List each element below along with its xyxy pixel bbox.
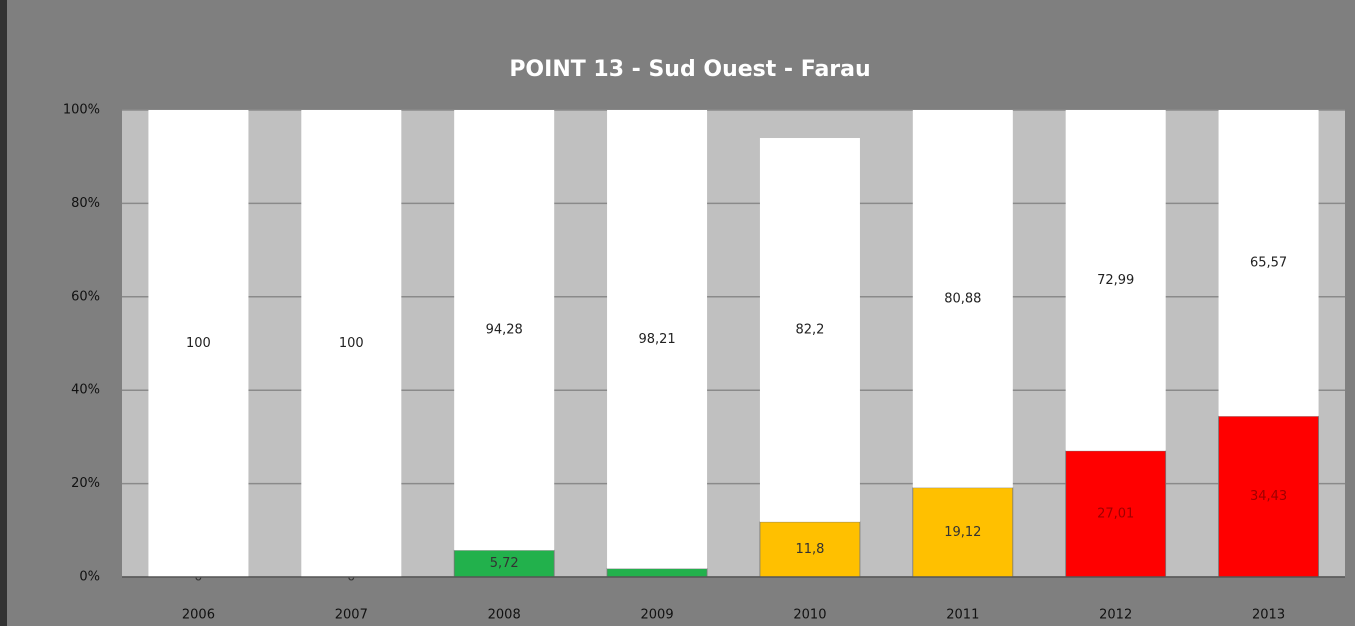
data-label: 65,57 xyxy=(1250,256,1287,271)
bar-segment xyxy=(759,521,861,578)
y-tick-label: 40% xyxy=(71,383,100,398)
data-label: 19,12 xyxy=(944,525,981,540)
bar-segment xyxy=(607,110,708,569)
y-tick-label: 100% xyxy=(63,103,100,118)
data-label: 5,72 xyxy=(490,556,519,571)
bar-segment xyxy=(454,110,555,551)
x-tick-label: 2013 xyxy=(1252,608,1285,623)
bar-segment xyxy=(1065,110,1166,451)
x-tick-label: 2011 xyxy=(946,608,979,623)
x-tick-label: 2006 xyxy=(182,608,215,623)
y-tick-label: 0% xyxy=(79,570,100,585)
bar-segment xyxy=(759,138,860,522)
x-tick-label: 2007 xyxy=(335,608,368,623)
x-tick-label: 2008 xyxy=(488,608,521,623)
data-label: 34,43 xyxy=(1250,489,1287,504)
bar-segment xyxy=(148,110,249,577)
data-label: 27,01 xyxy=(1097,506,1134,521)
data-label: 94,28 xyxy=(486,323,523,338)
data-label: 11,8 xyxy=(795,542,824,557)
data-label: 80,88 xyxy=(944,291,981,306)
data-label: 100 xyxy=(339,336,364,351)
chart-title: POINT 13 - Sud Ouest - Farau xyxy=(509,57,870,82)
bar-segment xyxy=(1218,415,1319,578)
data-label: 82,2 xyxy=(795,322,824,337)
x-tick-label: 2012 xyxy=(1099,608,1132,623)
bar-segment xyxy=(301,110,402,577)
bar-segment xyxy=(912,487,1014,578)
bar-segment xyxy=(1218,110,1319,417)
x-tick-label: 2009 xyxy=(641,608,674,623)
bar-segment xyxy=(1065,450,1167,578)
x-tick-label: 2010 xyxy=(793,608,826,623)
y-tick-label: 20% xyxy=(71,476,100,491)
data-label: 100 xyxy=(186,336,211,351)
bar-segment xyxy=(912,110,1013,488)
left-edge xyxy=(0,0,7,626)
data-label: 72,99 xyxy=(1097,273,1134,288)
y-tick-label: 60% xyxy=(71,289,100,304)
bar-segment xyxy=(606,568,708,578)
y-tick-label: 80% xyxy=(71,196,100,211)
data-label: 98,21 xyxy=(638,332,675,347)
